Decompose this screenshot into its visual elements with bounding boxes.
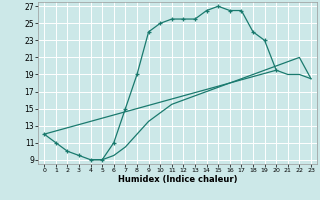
X-axis label: Humidex (Indice chaleur): Humidex (Indice chaleur) — [118, 175, 237, 184]
